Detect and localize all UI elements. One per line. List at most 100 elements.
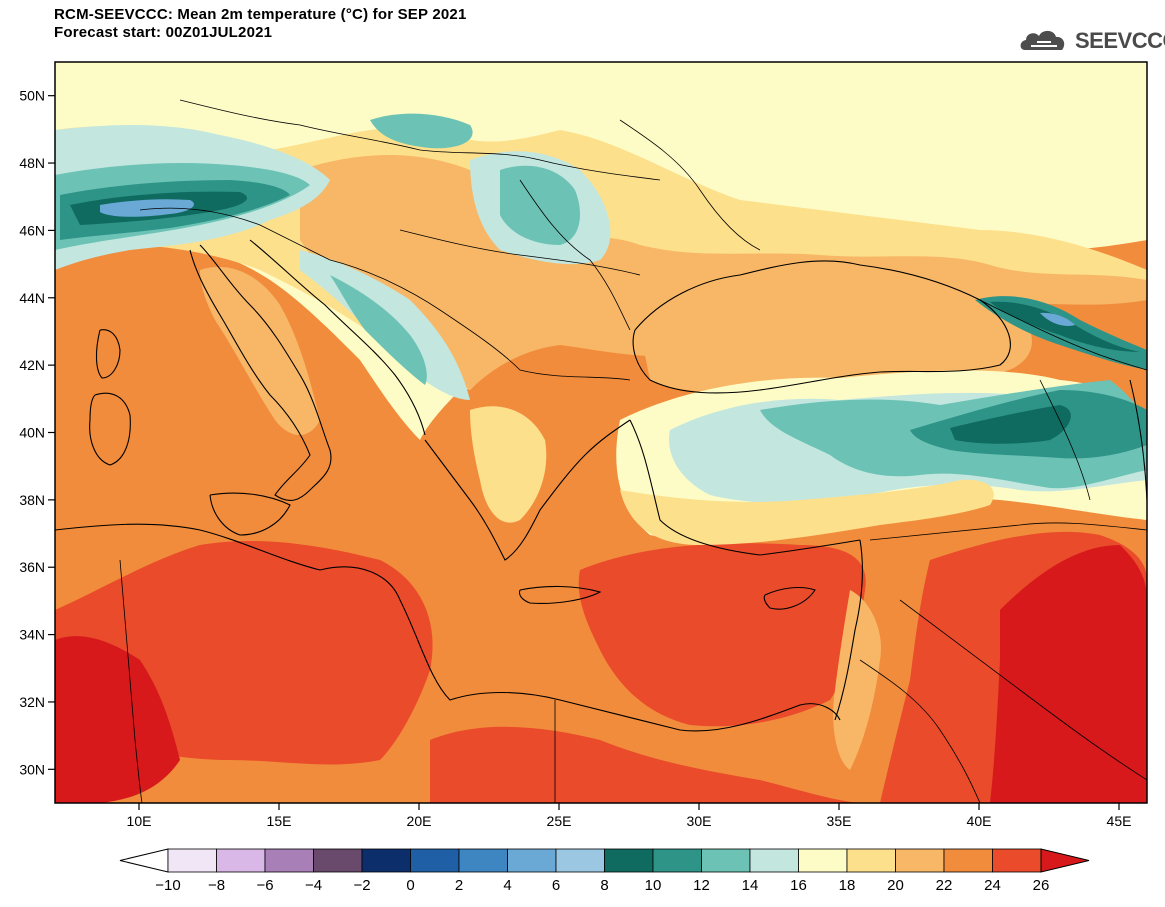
colorbar-label: 24 [984, 877, 1001, 894]
colorbar-label: 26 [1033, 877, 1050, 894]
lon-tick-label: 20E [407, 813, 432, 829]
latitude-axis: 50N 48N 46N 44N 42N 40N 38N 36N 34N 32N 30N [19, 88, 55, 777]
coast-sardinia [89, 392, 131, 466]
field-carpathians-dark [500, 165, 580, 245]
longitude-axis: 10E 15E 20E 25E 30E 35E 40E 45E [127, 803, 1132, 829]
border-balkans [329, 259, 631, 381]
field-arabia-hotter [990, 545, 1147, 803]
colorbar-label: 6 [552, 877, 560, 894]
coast-crete [518, 585, 602, 604]
border-turkey-east [1039, 379, 1091, 501]
field-northcap-teal [370, 113, 473, 149]
border-alps [139, 207, 331, 261]
lat-tick-label: 50N [19, 88, 45, 104]
colorbar-swatch [652, 848, 702, 873]
colorbar-label: 2 [455, 877, 463, 894]
border-central-europe [179, 99, 661, 181]
field-egypt-hot [578, 543, 866, 727]
coast-greece [424, 419, 631, 561]
colorbar-swatch [701, 848, 751, 873]
colorbar-label: 4 [503, 877, 511, 894]
field-italy-yellow [200, 266, 320, 435]
colorbar-swatch [846, 848, 896, 873]
colorbar-swatch [555, 848, 605, 873]
lon-tick-label: 10E [127, 813, 152, 829]
lon-tick-label: 40E [967, 813, 992, 829]
border-jordan [859, 659, 981, 803]
field-levant-mild [833, 590, 881, 770]
colorbar-swatch [458, 848, 508, 873]
colorbar-swatch [410, 848, 460, 873]
coast-cyprus [763, 586, 816, 610]
colorbar-label: 0 [406, 877, 414, 894]
colorbar-swatch [264, 848, 314, 873]
border-romania [519, 179, 631, 331]
colorbar-swatch [167, 848, 217, 873]
lon-tick-label: 30E [687, 813, 712, 829]
cloud-icon [1020, 30, 1065, 50]
lat-tick-label: 36N [19, 559, 45, 575]
colorbar-label: 20 [887, 877, 904, 894]
field-south-mixed [430, 726, 860, 803]
border-ukraine [619, 119, 761, 251]
colorbar-label: −10 [155, 877, 180, 894]
coast-adriatic-east [249, 239, 426, 436]
coast-black-sea [632, 260, 1011, 394]
coastlines [55, 239, 1147, 732]
colorbar-label: 12 [693, 877, 710, 894]
field-caucasus-blue [1040, 312, 1075, 326]
colorbar-over-triangle [1040, 848, 1090, 873]
field-west-hotter [55, 636, 180, 803]
colorbar-swatch [798, 848, 848, 873]
lat-tick-label: 48N [19, 155, 45, 171]
lon-tick-label: 15E [267, 813, 292, 829]
colorbar-label: −4 [305, 877, 322, 894]
lat-tick-label: 44N [19, 290, 45, 306]
field-anatolia-deep [950, 405, 1071, 444]
colorbar-label: 18 [839, 877, 856, 894]
border-danube [399, 229, 641, 276]
coast-north-africa [55, 523, 841, 732]
colorbar-swatch [604, 848, 654, 873]
colorbar-label: 10 [645, 877, 662, 894]
lat-tick-label: 42N [19, 357, 45, 373]
colorbar-label: 14 [742, 877, 759, 894]
colorbar-swatch [216, 848, 266, 873]
coast-turkey-south [629, 419, 861, 556]
lat-tick-label: 46N [19, 222, 45, 238]
coast-corsica [95, 329, 121, 379]
field-north-orange [300, 155, 1147, 390]
lat-tick-label: 32N [19, 694, 45, 710]
lat-tick-label: 34N [19, 627, 45, 643]
borders [119, 99, 1147, 803]
field-caucasus-deep [990, 301, 1140, 352]
border-syria [869, 522, 1147, 541]
border-caucasus [979, 299, 1147, 371]
field-greece-yellow [470, 406, 547, 523]
field-black-sea [640, 282, 1032, 392]
lon-tick-label: 25E [547, 813, 572, 829]
colorbar-label: 8 [600, 877, 608, 894]
colorbar-swatch [895, 848, 945, 873]
coast-italy [189, 244, 332, 501]
seevccc-logo: SEEVCCC [1017, 24, 1165, 56]
lat-tick-label: 40N [19, 425, 45, 441]
colorbar-swatch [361, 848, 411, 873]
field-turkey-south-yellow [620, 479, 994, 545]
colorbar-label: −2 [353, 877, 370, 894]
colorbar-swatch [943, 848, 993, 873]
colorbar-label: −6 [256, 877, 273, 894]
colorbar-swatch [507, 848, 557, 873]
colorbar-swatch [992, 848, 1042, 873]
lon-tick-label: 45E [1107, 813, 1132, 829]
colorbar-under-triangle [119, 848, 169, 873]
temperature-field [55, 62, 1147, 803]
logo-text: SEEVCCC [1075, 28, 1165, 53]
colorbar-label: −8 [208, 877, 225, 894]
colorbar-label: 16 [790, 877, 807, 894]
border-iraq [899, 599, 1147, 781]
coast-levant [834, 539, 863, 721]
field-dinarides-dark [330, 275, 427, 385]
colorbar-label: 22 [936, 877, 953, 894]
